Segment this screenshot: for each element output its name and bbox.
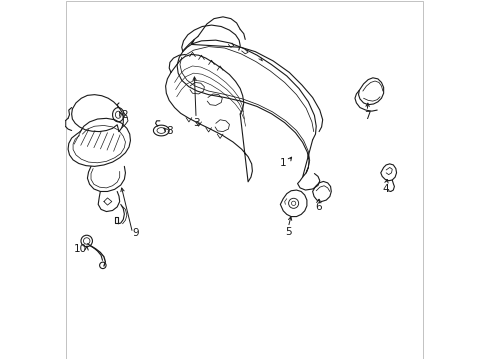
Text: 4: 4: [382, 184, 388, 194]
Text: 5: 5: [285, 227, 291, 237]
Text: 6: 6: [314, 202, 321, 212]
Text: 8: 8: [166, 126, 173, 135]
Text: 7: 7: [363, 111, 370, 121]
Text: 1: 1: [280, 158, 286, 168]
Text: 9: 9: [132, 228, 139, 238]
Text: 2: 2: [121, 110, 127, 120]
Text: 10: 10: [73, 244, 86, 254]
Text: 3: 3: [192, 118, 199, 128]
